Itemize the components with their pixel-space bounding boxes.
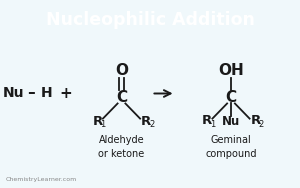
Text: H: H: [41, 86, 52, 101]
Text: O: O: [115, 63, 128, 78]
Text: Aldehyde
or ketone: Aldehyde or ketone: [98, 135, 145, 159]
Text: C: C: [116, 90, 127, 105]
Text: R: R: [141, 115, 151, 128]
Text: R: R: [250, 114, 261, 127]
Text: 1: 1: [210, 120, 215, 129]
Text: 2: 2: [149, 120, 154, 129]
Text: 2: 2: [259, 120, 264, 129]
Text: +: +: [60, 86, 72, 101]
Text: 1: 1: [100, 120, 106, 129]
Text: Nu: Nu: [222, 115, 240, 128]
Text: OH: OH: [218, 63, 244, 78]
Text: Geminal
compound: Geminal compound: [205, 135, 257, 159]
Text: R: R: [202, 114, 212, 127]
Text: R: R: [92, 115, 103, 128]
Text: Nu: Nu: [3, 86, 24, 101]
Text: ChemistryLearner.com: ChemistryLearner.com: [6, 177, 77, 182]
Text: C: C: [225, 90, 237, 105]
Text: Nucleophilic Addition: Nucleophilic Addition: [46, 11, 254, 29]
Text: –: –: [28, 86, 35, 100]
